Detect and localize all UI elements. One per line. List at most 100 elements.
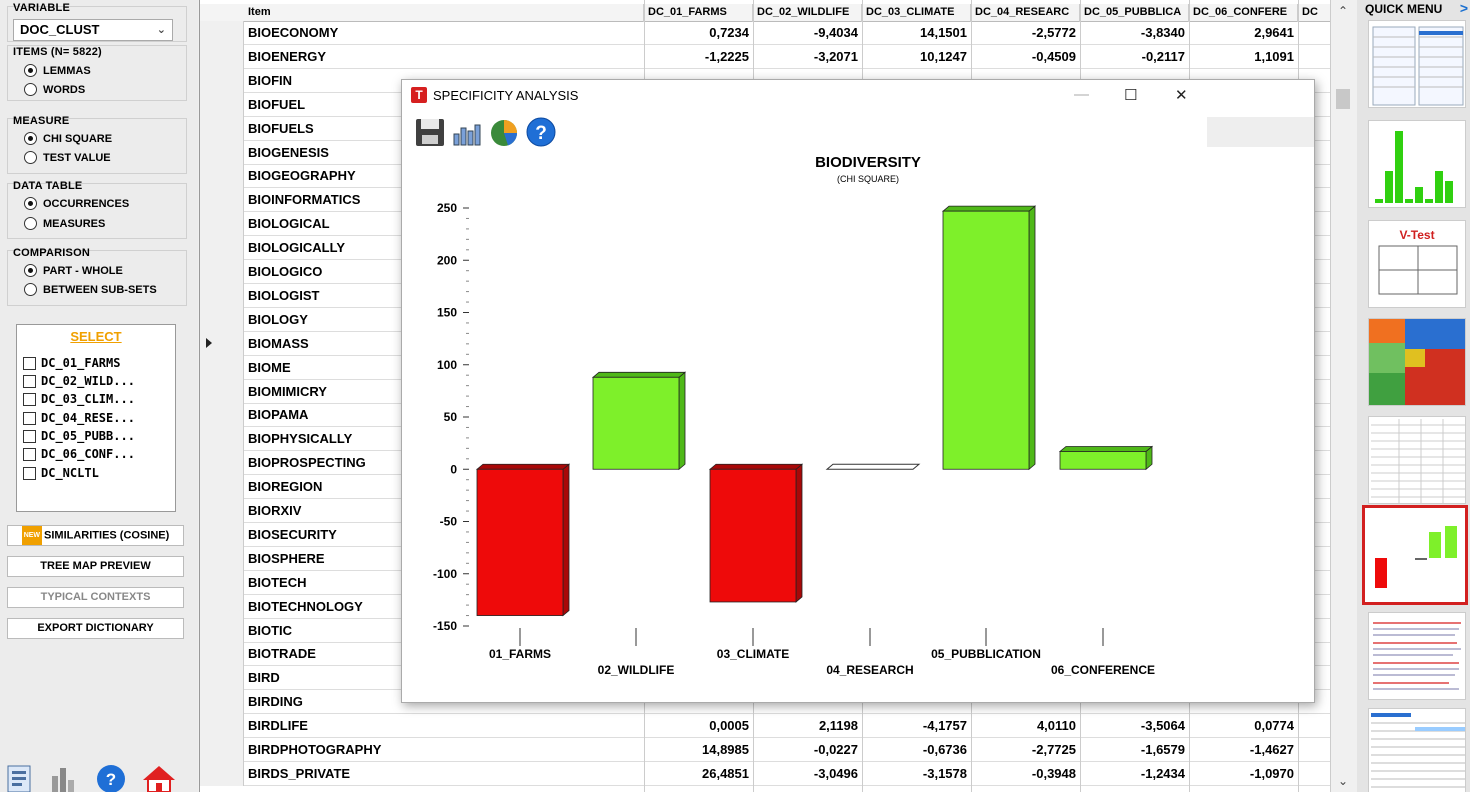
thumb-list[interactable]	[1368, 708, 1466, 792]
row-header[interactable]	[200, 212, 244, 237]
select-item[interactable]: DC_01_FARMS	[23, 356, 120, 370]
radio-lemmas[interactable]: LEMMAS	[24, 64, 91, 77]
row-header[interactable]	[200, 21, 244, 45]
checkbox[interactable]	[23, 411, 36, 425]
row-header[interactable]	[200, 522, 244, 547]
radio-chi-square[interactable]: CHI SQUARE	[24, 132, 112, 145]
table-row[interactable]: BIOPAMA	[200, 403, 1335, 428]
thumb-specificity-chart[interactable]	[1362, 505, 1468, 605]
row-header[interactable]	[200, 379, 244, 404]
row-header[interactable]	[200, 690, 244, 715]
quick-menu-arrow-icon[interactable]: >	[1459, 0, 1468, 16]
similarities-button[interactable]: NEW SIMILARITIES (COSINE)	[7, 525, 184, 546]
row-header[interactable]	[200, 594, 244, 619]
table-row[interactable]: BIRDING	[200, 690, 1335, 715]
save-icon[interactable]	[414, 116, 446, 148]
select-item[interactable]: DC_04_RESE...	[23, 411, 135, 425]
row-header[interactable]	[200, 164, 244, 189]
checkbox[interactable]	[23, 374, 36, 388]
row-header[interactable]	[200, 761, 244, 786]
row-header[interactable]	[200, 355, 244, 380]
help-icon[interactable]: ?	[92, 762, 130, 792]
radio-between-subsets[interactable]: BETWEEN SUB-SETS	[24, 283, 157, 296]
checkbox[interactable]	[23, 466, 36, 480]
table-row[interactable]: BIRDS_PRIVATE 26,4851 -3,0496 -3,1578 -0,394…	[200, 761, 1335, 786]
table-row[interactable]: BIRDPHOTOGRAPHY 14,8985 -0,0227 -0,6736 -2,7…	[200, 738, 1335, 762]
row-header[interactable]	[200, 260, 244, 284]
checkbox[interactable]	[23, 447, 36, 461]
thumb-data-table[interactable]	[1368, 416, 1466, 504]
radio-words[interactable]: WORDS	[24, 83, 85, 96]
table-row[interactable]: BIRDLIFE 0,0005 2,1198 -4,1757 4,0110 -3,5064…	[200, 714, 1335, 739]
radio-part-whole[interactable]: PART - WHOLE	[24, 264, 123, 277]
select-item[interactable]: DC_03_CLIM...	[23, 392, 135, 406]
thumb-treemap[interactable]	[1368, 318, 1466, 406]
row-header[interactable]	[200, 618, 244, 643]
checkbox[interactable]	[23, 429, 36, 443]
table-row[interactable]: BIOENERGY -1,2225 -3,2071 10,1247 -0,4509 -0,…	[200, 44, 1335, 69]
select-item[interactable]: DC_05_PUBB...	[23, 429, 135, 443]
vertical-scrollbar[interactable]: ⌃ ⌄	[1330, 0, 1356, 792]
variable-select[interactable]: DOC_CLUST ⌄	[13, 19, 173, 41]
help-icon[interactable]: ?	[525, 116, 557, 148]
select-item[interactable]: DC_06_CONF...	[23, 447, 135, 461]
row-header[interactable]	[200, 451, 244, 476]
row-header[interactable]	[200, 331, 244, 356]
row-header[interactable]	[200, 92, 244, 117]
report-icon[interactable]	[2, 762, 40, 792]
column-header[interactable]: DC	[1298, 4, 1335, 22]
table-row[interactable]: BIOPROSPECTING	[200, 451, 1335, 476]
column-header[interactable]: DC_04_RESEARC	[971, 4, 1080, 22]
thumb-contexts[interactable]	[1368, 612, 1466, 700]
export-dictionary-button[interactable]: EXPORT DICTIONARY	[7, 618, 184, 639]
row-header[interactable]	[200, 546, 244, 571]
row-header[interactable]	[200, 283, 244, 308]
select-header[interactable]: SELECT	[70, 329, 122, 344]
row-header[interactable]	[200, 44, 244, 69]
row-header[interactable]	[200, 188, 244, 213]
thumb-bar-chart[interactable]	[1368, 120, 1466, 208]
row-header[interactable]	[200, 714, 244, 739]
bar-chart-icon[interactable]	[451, 116, 483, 148]
bar-chart-icon[interactable]	[46, 762, 84, 792]
row-header[interactable]	[200, 116, 244, 141]
dialog-titlebar[interactable]: T SPECIFICITY ANALYSIS — ☐ ✕	[402, 80, 1314, 110]
minimize-icon[interactable]: —	[1074, 86, 1089, 103]
row-header[interactable]	[200, 570, 244, 595]
column-header[interactable]: DC_05_PUBBLICA	[1080, 4, 1189, 22]
checkbox[interactable]	[23, 356, 36, 370]
select-item[interactable]: DC_NCLTL	[23, 466, 99, 480]
row-header[interactable]	[200, 738, 244, 762]
column-header[interactable]: DC_06_CONFERE	[1189, 4, 1298, 22]
table-row[interactable]: BIOECONOMY 0,7234 -9,4034 14,1501 -2,5772 -3,…	[200, 21, 1335, 45]
thumb-vtest[interactable]: V-Test	[1368, 220, 1466, 308]
row-header[interactable]	[200, 475, 244, 500]
column-header[interactable]: DC_03_CLIMATE	[862, 4, 971, 22]
radio-occurrences[interactable]: OCCURRENCES	[24, 197, 129, 210]
close-icon[interactable]: ✕	[1175, 87, 1188, 104]
thumb-table[interactable]	[1368, 20, 1466, 108]
pie-chart-icon[interactable]	[488, 116, 520, 148]
row-header[interactable]	[200, 403, 244, 428]
tree-map-preview-button[interactable]: TREE MAP PREVIEW	[7, 556, 184, 577]
row-header[interactable]	[200, 642, 244, 667]
scroll-up-icon[interactable]: ⌃	[1338, 4, 1349, 18]
scroll-thumb[interactable]	[1336, 89, 1350, 109]
radio-test-value[interactable]: TEST VALUE	[24, 151, 111, 164]
row-header[interactable]	[200, 68, 244, 93]
row-header[interactable]	[200, 236, 244, 261]
select-item[interactable]: DC_02_WILD...	[23, 374, 135, 388]
radio-measures[interactable]: MEASURES	[24, 217, 105, 230]
row-header[interactable]	[200, 427, 244, 452]
scroll-down-icon[interactable]: ⌄	[1338, 774, 1349, 788]
checkbox[interactable]	[23, 392, 36, 406]
maximize-icon[interactable]: ☐	[1124, 87, 1138, 104]
typical-contexts-button[interactable]: TYPICAL CONTEXTS	[7, 587, 184, 608]
row-header[interactable]	[200, 140, 244, 165]
row-header[interactable]	[200, 307, 244, 332]
home-icon[interactable]	[140, 762, 178, 792]
column-header[interactable]: DC_01_FARMS	[644, 4, 753, 22]
row-header[interactable]	[200, 666, 244, 691]
column-header-item[interactable]: Item	[244, 4, 644, 22]
column-header[interactable]: DC_02_WILDLIFE	[753, 4, 862, 22]
